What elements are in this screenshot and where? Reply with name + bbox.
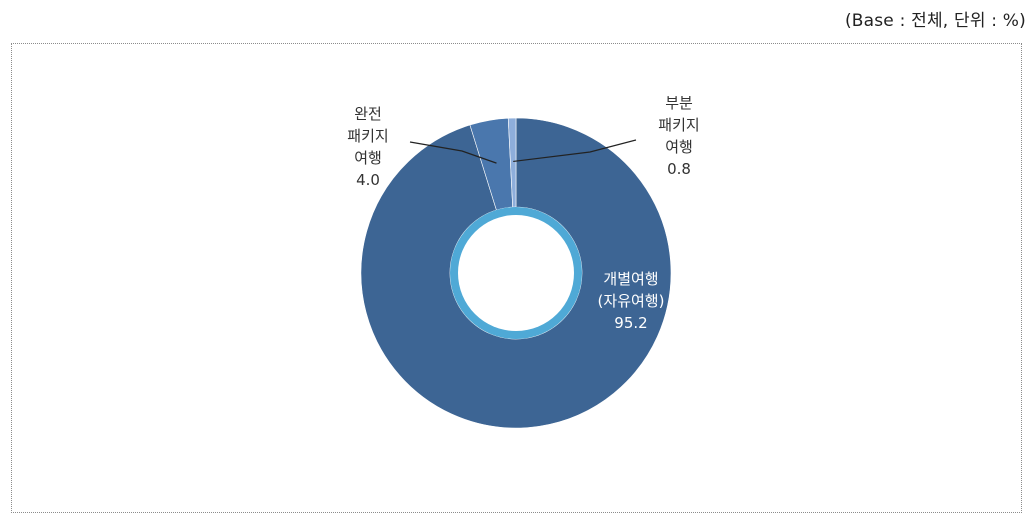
slice-label-0: 개별여행 (자유여행) 95.2 [598, 270, 665, 332]
donut-hole [458, 215, 574, 331]
chart-frame [11, 43, 1022, 513]
slice-label-2: 부분 패키지 여행 0.8 [658, 94, 699, 178]
leader-line-1 [409, 141, 497, 164]
slice-label-1: 완전 패키지 여행 4.0 [347, 105, 388, 189]
unit-note: (Base : 전체, 단위 : %) [844, 11, 1026, 31]
leader-line-2 [513, 139, 637, 163]
